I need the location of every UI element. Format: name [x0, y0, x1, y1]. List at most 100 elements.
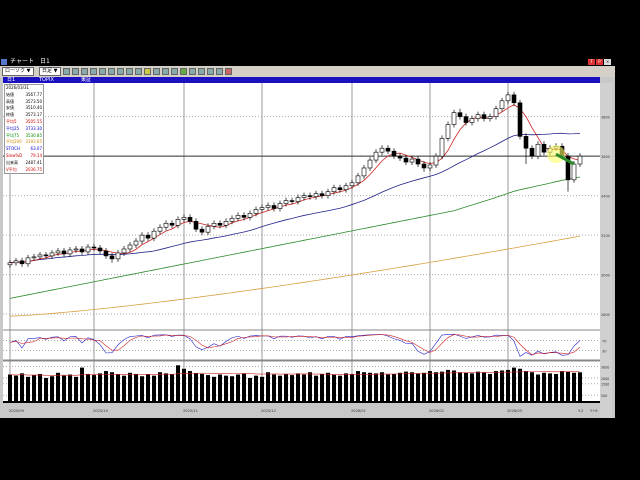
tool-icon[interactable]	[162, 68, 169, 75]
tool-icon[interactable]	[126, 68, 133, 75]
tool-icon[interactable]	[225, 68, 232, 75]
tool-icon[interactable]	[72, 68, 79, 75]
period-offset-label: Y-2	[578, 409, 583, 413]
candle	[535, 143, 541, 157]
volume-bar	[578, 372, 582, 401]
info-value: 63.07	[30, 146, 42, 152]
candle	[451, 112, 457, 125]
red-button[interactable]: T	[588, 59, 595, 65]
candle	[181, 217, 187, 220]
volume-bar	[272, 374, 276, 401]
stoch-line	[9, 333, 581, 357]
info-row: 平均25 3733.30	[5, 126, 43, 133]
volume-bar	[386, 374, 390, 401]
volume-bar	[380, 372, 384, 401]
candle	[229, 218, 235, 222]
info-row: 出来高 2487.41	[5, 160, 43, 167]
volume-bar	[296, 373, 300, 401]
app-icon	[1, 59, 7, 65]
tool-icon[interactable]	[63, 68, 70, 75]
volume-bar	[512, 367, 516, 401]
volume-bar	[260, 376, 264, 401]
close-button[interactable]: ×	[604, 59, 611, 65]
volume-bar	[44, 377, 48, 401]
info-row: 平均200 3193.65	[5, 139, 43, 146]
volume-bar	[242, 373, 246, 401]
volume-bar	[530, 372, 534, 401]
tool-icon[interactable]	[180, 68, 187, 75]
candle	[331, 187, 337, 192]
period-value: 日足	[42, 68, 53, 74]
volume-bar	[200, 373, 204, 401]
date-label: 2026/01	[351, 409, 366, 413]
price-tick-label: 3200	[601, 234, 610, 238]
period-select[interactable]: 日足 ▼	[39, 67, 61, 76]
candle	[7, 262, 13, 266]
candle	[91, 246, 97, 249]
tool-icon[interactable]	[117, 68, 124, 75]
volume-bar	[248, 377, 252, 401]
candle	[577, 155, 583, 165]
info-value: 79.14	[30, 152, 42, 158]
volume-bar	[140, 376, 144, 401]
candle	[499, 100, 505, 110]
candle	[409, 158, 415, 163]
date-label: 2025/12	[261, 409, 276, 413]
candle	[223, 221, 229, 226]
chart-plot[interactable]	[3, 83, 600, 403]
candle	[337, 187, 343, 191]
date-label: 2025/11	[183, 409, 198, 413]
volume-bar	[518, 368, 522, 401]
candle	[523, 136, 529, 149]
candle	[49, 252, 55, 257]
candle	[493, 108, 499, 117]
tool-icon[interactable]	[81, 68, 88, 75]
volume-bar	[152, 375, 156, 401]
candle	[397, 155, 403, 159]
candle	[349, 182, 355, 187]
volume-bar	[98, 373, 102, 401]
candle	[481, 114, 487, 119]
candle	[133, 240, 139, 246]
red-button-2[interactable]: P	[596, 59, 603, 65]
candle	[127, 244, 133, 250]
volume-bar	[464, 372, 468, 401]
volume-bar	[170, 374, 174, 401]
date-label: 2025/10	[93, 409, 109, 413]
info-value: 3193.65	[25, 139, 42, 145]
candle	[295, 197, 301, 202]
candle	[487, 116, 493, 119]
volume-bar	[182, 368, 186, 401]
tab-label[interactable]: 日1	[7, 77, 16, 83]
tool-icon[interactable]	[99, 68, 106, 75]
candle	[571, 163, 577, 181]
volume-bar	[38, 373, 42, 401]
tool-icon[interactable]	[135, 68, 142, 75]
volume-bar	[26, 376, 30, 401]
volume-bar	[68, 374, 72, 401]
tool-icon[interactable]	[90, 68, 97, 75]
candle	[247, 213, 253, 218]
tool-icon[interactable]	[153, 68, 160, 75]
tool-icon[interactable]	[216, 68, 223, 75]
volume-bar	[434, 372, 438, 401]
info-label: STOCH	[6, 146, 20, 152]
tool-icon[interactable]	[144, 68, 151, 75]
toolbar: ローソク ▼ 日足 ▼	[0, 66, 615, 77]
candle	[373, 151, 379, 161]
candle	[427, 164, 433, 169]
tool-icon[interactable]	[108, 68, 115, 75]
tool-icon[interactable]	[171, 68, 178, 75]
candle	[511, 94, 517, 104]
info-row: Slow%D 79.14	[5, 153, 43, 160]
chart-type-select[interactable]: ローソク ▼	[2, 67, 34, 76]
volume-bar	[332, 374, 336, 401]
candle	[103, 250, 109, 257]
volume-bar	[218, 374, 222, 401]
tool-icon[interactable]	[207, 68, 214, 75]
price-tick-label: 3000	[601, 274, 610, 278]
tool-icon[interactable]	[189, 68, 196, 75]
stoch-tick-label: 70	[602, 340, 606, 344]
tool-icon[interactable]	[198, 68, 205, 75]
candle	[385, 147, 391, 152]
